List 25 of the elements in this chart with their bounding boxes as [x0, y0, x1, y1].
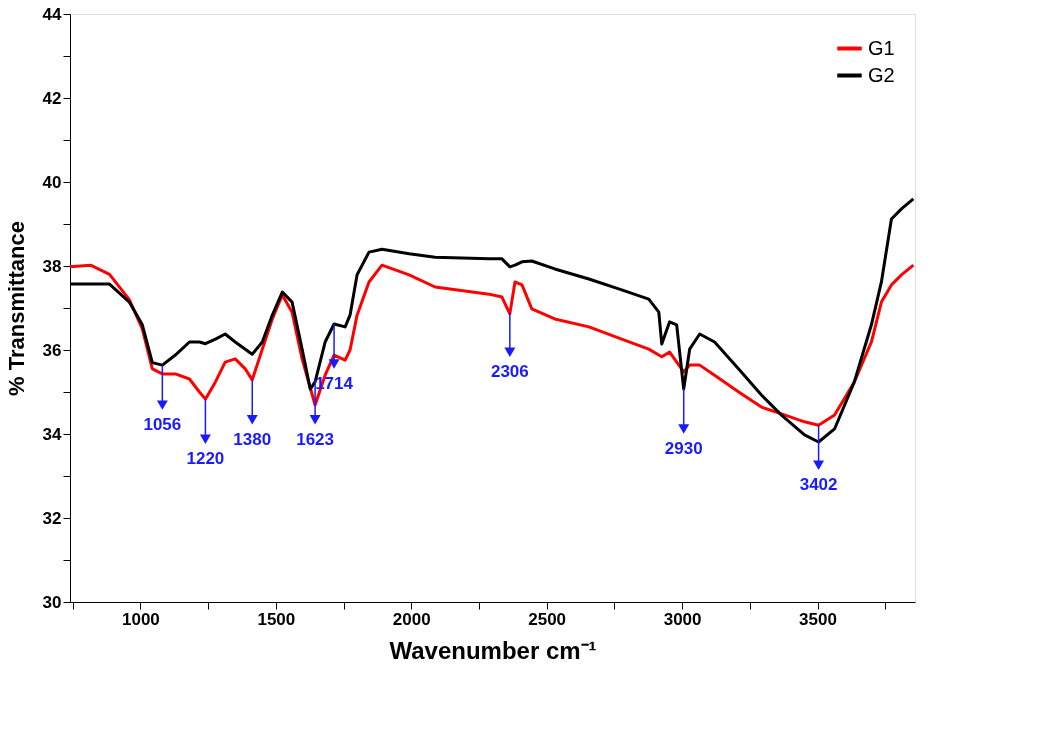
annotation: 2930 — [664, 439, 703, 459]
x-tick-label: 3500 — [799, 609, 837, 629]
annotation: 2306 — [490, 362, 529, 382]
annotation: 3402 — [799, 475, 838, 495]
y-tick-label: 34 — [42, 424, 63, 444]
x-tick-label: 1000 — [122, 609, 160, 629]
y-tick-label: 40 — [42, 172, 62, 192]
legend-label: G1 — [868, 36, 895, 59]
x-tick-label: 1500 — [257, 609, 296, 629]
x-tick-label: 2000 — [392, 609, 431, 629]
y-tick-label: 38 — [42, 256, 62, 276]
y-axis-title: % Transmittance — [3, 221, 29, 396]
y-tick-label: 42 — [42, 88, 62, 108]
y-tick-label: 30 — [42, 592, 62, 612]
annotation: 1056 — [143, 415, 182, 435]
y-tick-label: 32 — [42, 508, 62, 528]
y-tick-label: 36 — [42, 340, 62, 360]
x-tick-label: 3000 — [663, 609, 702, 629]
y-tick-label: 44 — [42, 4, 63, 24]
annotation: 1380 — [233, 429, 272, 449]
legend-label: G2 — [868, 63, 895, 86]
annotation: 1220 — [186, 449, 225, 469]
x-axis-title: Wavenumber cm⁻¹ — [389, 636, 597, 664]
x-tick-label: 2500 — [528, 609, 567, 629]
annotation: 1623 — [296, 429, 335, 449]
